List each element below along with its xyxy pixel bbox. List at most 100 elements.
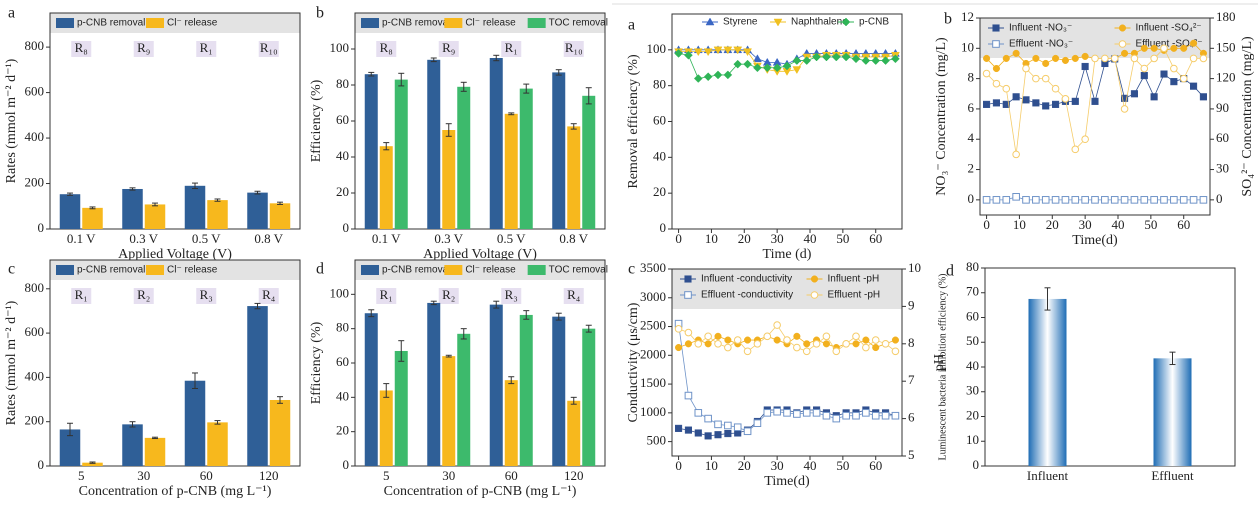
data-point [703, 72, 713, 82]
bar [394, 350, 408, 466]
data-point [1180, 44, 1188, 52]
y-tick-label: 0 [968, 191, 975, 206]
legend-marker [684, 291, 692, 299]
legend-marker [684, 275, 692, 283]
y-tick-label: 0 [660, 220, 667, 235]
x-tick-label: 30 [442, 468, 455, 483]
bar [364, 313, 378, 466]
legend-label: TOC removal [549, 18, 608, 29]
y-axis-label: Efficiency (%) [309, 321, 324, 404]
x-axis-label: Time(d) [1072, 233, 1118, 248]
bar [582, 328, 596, 466]
data-point [773, 407, 781, 416]
annotation: R₄ [567, 287, 581, 302]
y-tick-label: 100 [330, 40, 350, 55]
y-tick-label: 20 [653, 184, 666, 199]
error-bar [508, 376, 515, 385]
bar [504, 113, 518, 229]
data-point [713, 46, 723, 55]
data-point [891, 336, 899, 344]
y-tick-label: 0 [973, 457, 980, 472]
y-tick-label: 50 [966, 333, 979, 348]
data-point [1170, 78, 1178, 86]
y-axis-label: Luminescent bacteria inhibition efficien… [937, 274, 948, 461]
annotation-box [438, 288, 459, 304]
data-point [793, 410, 801, 418]
error-bar [152, 202, 158, 207]
data-point [714, 340, 722, 348]
data-point [714, 332, 722, 340]
legend-label: Influent -NO₃⁻ [1009, 23, 1072, 34]
legend-label: p-CNB [859, 17, 889, 28]
x-tick-label: 0.5 V [497, 231, 526, 246]
x-tick-label: 20 [738, 458, 751, 473]
y-tick-label: 40 [336, 148, 349, 163]
data-point [743, 427, 752, 436]
x-axis-label: Applied Voltage (V) [118, 247, 232, 262]
data-point [1140, 64, 1149, 73]
panel-letter: c [8, 261, 15, 278]
error-bar [570, 123, 577, 130]
data-point [1130, 54, 1139, 63]
bar [552, 316, 566, 466]
error-bar [383, 383, 390, 398]
annotation: R₉ [137, 40, 150, 55]
y-axis-label: Removal efficiency (%) [626, 54, 641, 189]
data-point [1091, 97, 1099, 105]
data-point [1160, 196, 1168, 204]
legend-label: p-CNB removal [382, 265, 450, 276]
annotation: R₂ [137, 287, 150, 302]
data-point [1130, 196, 1139, 204]
y-tick-label: 3500 [640, 260, 666, 275]
x-tick-label: 30 [771, 231, 784, 246]
bar [122, 424, 143, 466]
data-point [792, 56, 802, 65]
x-tick-label: 0.8 V [559, 231, 588, 246]
error-bar [523, 310, 530, 320]
data-point [714, 420, 722, 429]
data-point [1081, 196, 1089, 204]
error-bar [398, 340, 405, 362]
legend-marker [705, 17, 715, 26]
annotation-box [196, 41, 217, 57]
bar [489, 58, 503, 229]
y-tick-label: 60 [653, 112, 666, 127]
data-point [1071, 145, 1080, 154]
data-point [822, 332, 831, 341]
error-bar [277, 396, 283, 404]
y-tick-label: 500 [647, 433, 667, 448]
plot-frame [49, 259, 301, 467]
legend-label: Cl⁻ release [167, 265, 218, 276]
data-point [733, 336, 742, 344]
data-point [1032, 99, 1040, 107]
data-point [1091, 196, 1099, 204]
bar [59, 429, 81, 466]
legend-marker [992, 24, 1000, 32]
y2-tick-label: 90 [1216, 100, 1229, 115]
y-tick-label: 400 [25, 129, 45, 144]
y-tick-label: 200 [25, 413, 45, 428]
data-point [684, 391, 693, 400]
data-point [1160, 70, 1168, 78]
y-tick-label: 40 [966, 358, 979, 373]
error-bar [585, 324, 592, 333]
error-bar [1044, 287, 1051, 311]
data-point [983, 54, 991, 62]
data-point [812, 52, 821, 62]
x-axis-label: Applied Voltage (V) [423, 247, 537, 262]
data-point [753, 419, 762, 428]
x-tick-label: 120 [564, 468, 584, 483]
x-tick-label: 60 [1177, 217, 1190, 232]
data-point [862, 336, 870, 344]
bar [59, 194, 81, 229]
data-point [1052, 54, 1060, 62]
annotation: R₁ [75, 287, 88, 302]
data-point [693, 48, 703, 57]
data-point [1160, 44, 1168, 53]
data-point [881, 340, 890, 348]
x-tick-label: 50 [836, 458, 849, 473]
data-point [1081, 62, 1089, 71]
annotation: R₁₀ [260, 40, 278, 55]
annotation: R₄ [262, 287, 276, 302]
x-tick-label: 0.1 V [372, 231, 401, 246]
